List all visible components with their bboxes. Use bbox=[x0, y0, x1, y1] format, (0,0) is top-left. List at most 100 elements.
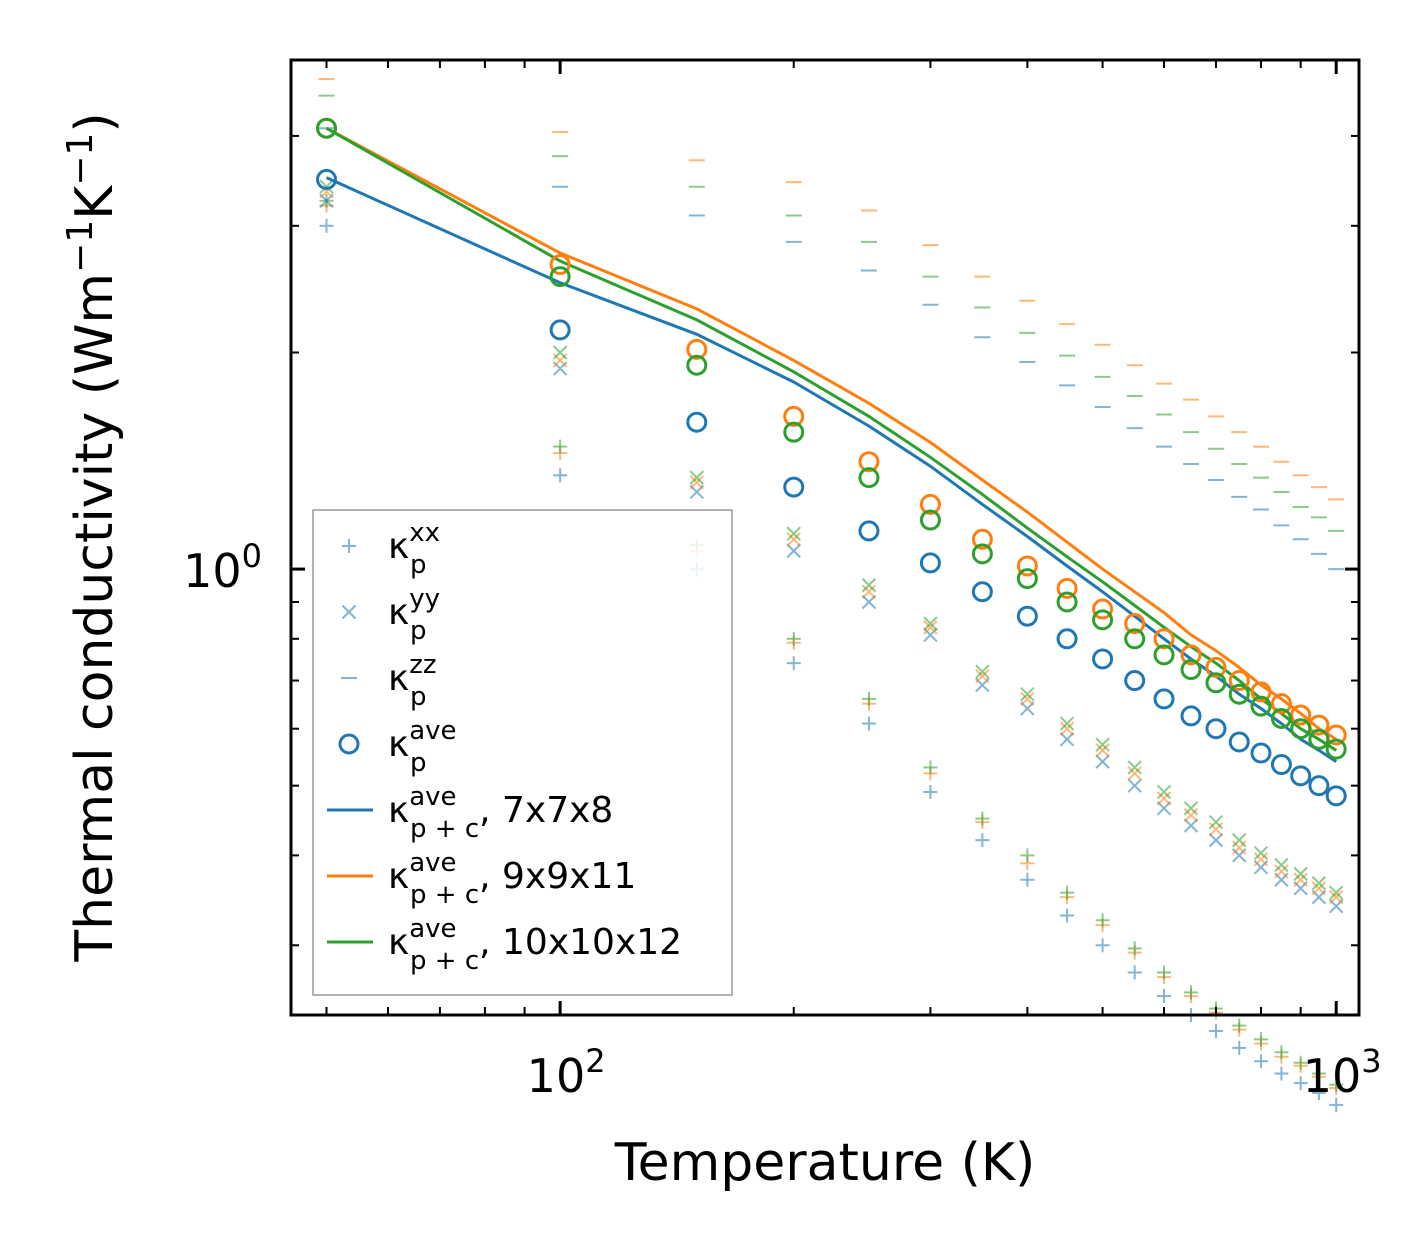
data-point-kp_ave_green-350 bbox=[971, 543, 993, 565]
data-point-kp_xx_green-500 bbox=[1095, 913, 1110, 928]
data-point-kp_xx_green-800 bbox=[1253, 1032, 1268, 1047]
data-point-kp_xx_blue-250 bbox=[861, 716, 876, 731]
data-point-kp_yy_green-700 bbox=[1208, 814, 1224, 830]
data-point-kp_ave_orange-700 bbox=[1205, 656, 1227, 678]
data-point-kp_ave_blue-350 bbox=[971, 581, 993, 603]
data-point-kp_xx_blue-100 bbox=[553, 468, 568, 483]
data-point-kp_ave_orange-750 bbox=[1228, 670, 1250, 692]
data-point-kp_xx_green-950 bbox=[1311, 1066, 1326, 1081]
data-point-kp_ave_green-300 bbox=[919, 509, 941, 531]
data-point-kp_ave_green-400 bbox=[1016, 568, 1038, 590]
legend-label-0: κxx p bbox=[388, 518, 440, 580]
data-point-kp_xx_green-200 bbox=[786, 631, 801, 646]
data-point-kp_ave_blue-800 bbox=[1250, 742, 1272, 764]
data-point-kp_ave_green-900 bbox=[1290, 718, 1312, 740]
data-point-kp_yy_green-350 bbox=[975, 664, 990, 679]
data-point-kp_ave_blue-450 bbox=[1056, 628, 1078, 650]
data-point-kp_xx_green-250 bbox=[861, 691, 876, 706]
data-point-kp_xx_blue-850 bbox=[1274, 1066, 1289, 1081]
data-point-kp_yy_orange-600 bbox=[1156, 791, 1172, 806]
plot-area bbox=[316, 77, 1347, 1112]
data-point-kp_ave_blue-200 bbox=[783, 476, 805, 498]
legend-handle-x bbox=[341, 604, 357, 620]
data-point-kp_yy_orange-700 bbox=[1208, 821, 1224, 837]
data-point-kp_yy_orange-150 bbox=[689, 475, 704, 490]
data-point-kp_xx_blue-350 bbox=[975, 833, 990, 848]
data-point-kp_xx_blue-800 bbox=[1253, 1054, 1268, 1069]
data-point-kp_yy_green-650 bbox=[1183, 801, 1199, 816]
data-point-kp_ave_orange-850 bbox=[1270, 693, 1292, 715]
data-point-kp_yy_orange-950 bbox=[1311, 881, 1327, 896]
data-point-kp_yy_blue-200 bbox=[786, 543, 801, 559]
data-point-kp_ave_green-800 bbox=[1250, 695, 1272, 717]
data-point-kp_yy_blue-700 bbox=[1208, 832, 1224, 848]
data-point-kp_ave_blue-400 bbox=[1016, 605, 1038, 627]
series-line-kpc_ave_7x7x8 bbox=[325, 176, 1338, 763]
data-point-kp_xx_green-300 bbox=[923, 760, 938, 775]
data-point-kp_xx_green-1000 bbox=[1329, 1077, 1344, 1092]
data-point-kp_yy_green-750 bbox=[1232, 832, 1247, 848]
data-point-kp_yy_green-850 bbox=[1274, 857, 1289, 873]
data-point-kp_ave_blue-950 bbox=[1308, 775, 1330, 797]
data-point-kp_ave_orange-650 bbox=[1180, 644, 1202, 666]
data-point-kp_ave_blue-50 bbox=[316, 168, 338, 190]
data-point-kp_yy_orange-200 bbox=[786, 532, 801, 547]
data-point-kp_ave_blue-550 bbox=[1124, 670, 1146, 692]
data-point-kp_yy_orange-650 bbox=[1183, 807, 1199, 823]
data-point-kp_ave_orange-150 bbox=[686, 338, 708, 360]
legend-label-2: κzz p bbox=[388, 650, 437, 712]
data-point-kp_yy_green-300 bbox=[923, 616, 938, 631]
legend-label-3: κave p bbox=[388, 716, 457, 778]
data-point-kp_yy_green-400 bbox=[1020, 687, 1035, 702]
data-point-kp_xx_blue-700 bbox=[1208, 1024, 1223, 1039]
legend-frame bbox=[312, 509, 733, 996]
data-point-kp_ave_green-650 bbox=[1180, 659, 1202, 681]
data-point-kp_yy_green-550 bbox=[1127, 760, 1142, 775]
data-point-kp_ave_green-950 bbox=[1308, 728, 1330, 750]
legend-label-5: κave p + c, 9x9x11 bbox=[388, 848, 636, 910]
data-point-kp_yy_blue-500 bbox=[1095, 754, 1110, 769]
data-point-kp_ave_green-100 bbox=[549, 266, 571, 288]
data-point-kp_ave_orange-450 bbox=[1056, 577, 1078, 599]
data-point-kp_ave_orange-400 bbox=[1016, 555, 1038, 577]
data-point-kp_yy_blue-550 bbox=[1127, 778, 1142, 793]
data-point-kp_xx_green-350 bbox=[975, 811, 990, 826]
axis-ticks: 102 103 100 bbox=[183, 60, 1382, 1103]
data-point-kp_xx_green-100 bbox=[553, 439, 568, 454]
y-axis-label: Thermal conductivity (Wm−1K−1) bbox=[60, 112, 125, 962]
data-point-kp_yy_blue-650 bbox=[1183, 818, 1199, 833]
data-point-kp_yy_orange-900 bbox=[1293, 872, 1308, 887]
data-point-kp_yy_blue-450 bbox=[1059, 732, 1075, 747]
legend-label-6: κave p + c, 10x10x12 bbox=[388, 914, 682, 976]
data-point-kp_ave_orange-200 bbox=[783, 405, 805, 427]
data-point-kp_yy_green-1000 bbox=[1328, 885, 1344, 900]
data-point-kp_yy_orange-400 bbox=[1020, 691, 1035, 707]
data-point-kp_ave_orange-250 bbox=[858, 451, 880, 473]
data-point-kp_xx_green-400 bbox=[1020, 848, 1035, 863]
data-point-kp_yy_green-250 bbox=[861, 577, 877, 593]
legend-label-1: κyy p bbox=[388, 584, 440, 646]
data-point-kp_yy_orange-500 bbox=[1095, 743, 1110, 758]
data-point-kp_xx_blue-950 bbox=[1311, 1085, 1326, 1100]
data-point-kp_ave_blue-700 bbox=[1205, 718, 1227, 740]
data-point-kp_ave_orange-600 bbox=[1153, 628, 1175, 650]
data-point-kp_ave_blue-1000 bbox=[1325, 785, 1347, 807]
data-point-kp_yy_orange-550 bbox=[1127, 766, 1142, 781]
data-point-kp_xx_blue-400 bbox=[1020, 872, 1035, 887]
legend-handle-circle bbox=[338, 733, 360, 755]
data-point-kp_xx_blue-1000 bbox=[1329, 1097, 1344, 1112]
data-point-kp_xx_green-750 bbox=[1232, 1018, 1247, 1033]
legend-label-4: κave p + c, 7x7x8 bbox=[388, 782, 613, 844]
data-point-kp_yy_green-950 bbox=[1311, 875, 1327, 891]
data-point-kp_ave_blue-100 bbox=[549, 319, 571, 341]
data-point-kp_yy_orange-850 bbox=[1274, 864, 1289, 879]
data-point-kp_ave_blue-150 bbox=[686, 411, 708, 433]
data-point-kp_ave_green-600 bbox=[1153, 644, 1175, 666]
x-tick-label-100: 102 bbox=[527, 1042, 606, 1103]
data-point-kp_ave_blue-750 bbox=[1228, 731, 1250, 753]
data-point-kp_xx_green-850 bbox=[1274, 1045, 1289, 1060]
data-point-kp_ave_green-200 bbox=[783, 421, 805, 443]
data-point-kp_xx_green-450 bbox=[1060, 885, 1075, 900]
x-tick-label-1000: 103 bbox=[1303, 1042, 1382, 1103]
